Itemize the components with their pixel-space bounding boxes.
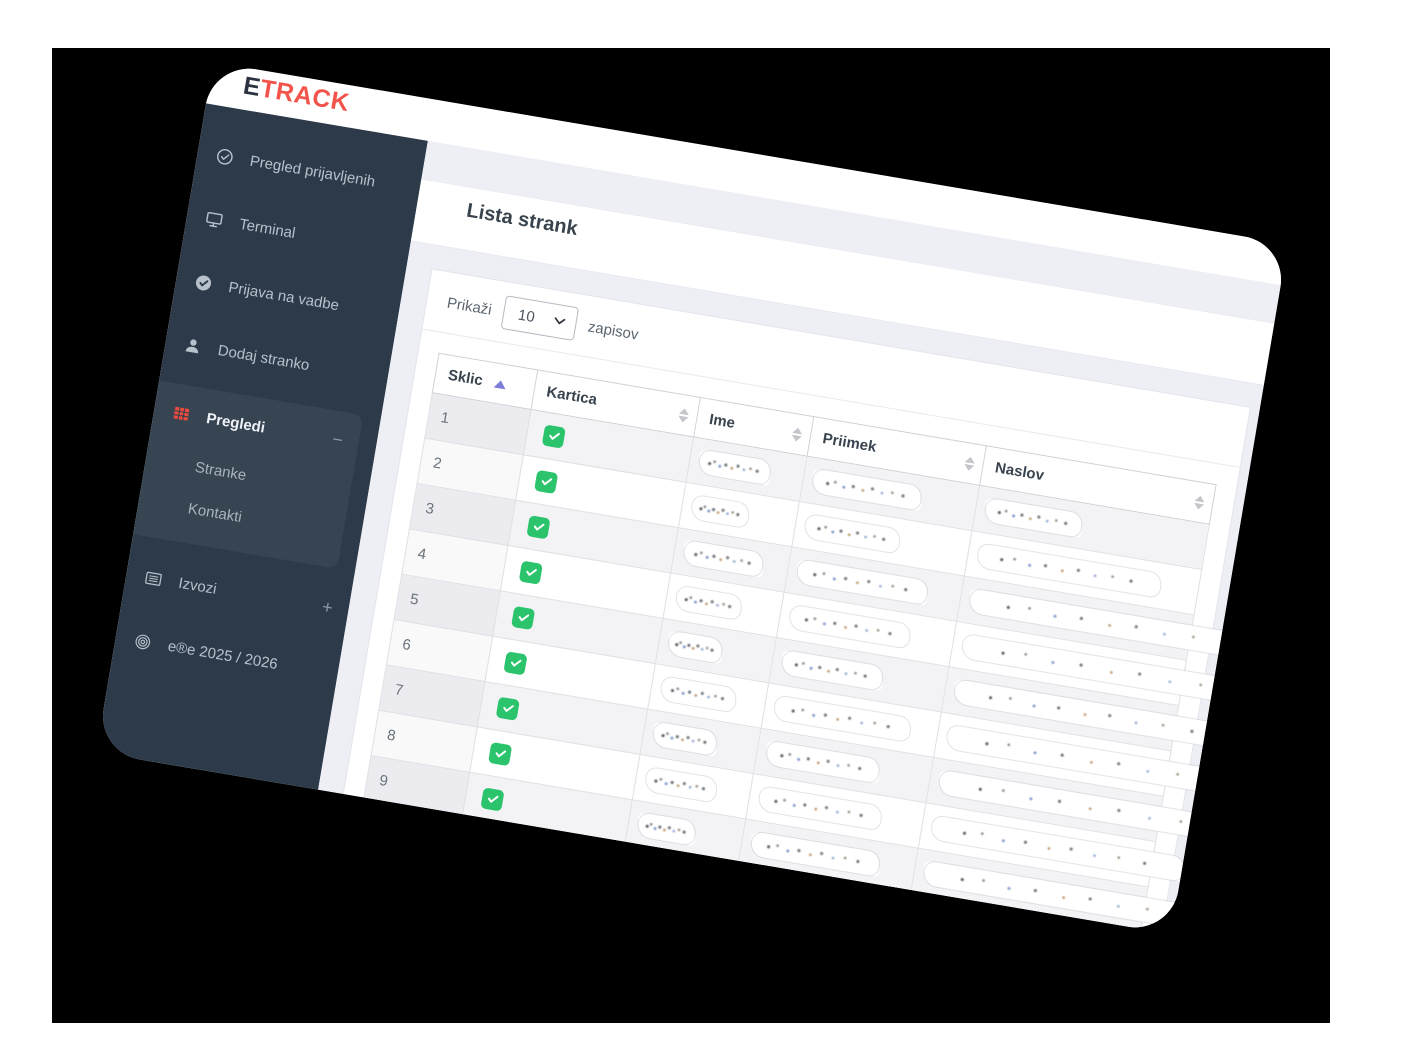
select-value: 10 bbox=[516, 306, 537, 326]
kartica-cell bbox=[492, 590, 664, 664]
bullseye-icon bbox=[132, 630, 154, 652]
sidebar: Pregled prijavljenih Terminal Prijava na… bbox=[96, 103, 428, 790]
user-icon bbox=[182, 335, 204, 357]
length-control: Prikaži 10 zapisov bbox=[422, 269, 1250, 468]
anonymized-text bbox=[654, 724, 715, 753]
sort-both-icon bbox=[963, 455, 976, 472]
table-row[interactable]: 9 bbox=[363, 755, 1225, 933]
kartica-checkbox[interactable] bbox=[534, 469, 559, 494]
kartica-cell bbox=[515, 454, 687, 528]
sidebar-item-dodaj-stranko[interactable]: Dodaj stranko bbox=[160, 309, 393, 410]
sidebar-item-pregled-prijavljenih[interactable]: Pregled prijavljenih bbox=[192, 120, 425, 221]
anonymized-text bbox=[639, 815, 694, 843]
sidebar-item-label: Prijava na vadbe bbox=[227, 278, 341, 314]
anonymized-text bbox=[986, 500, 1081, 535]
expand-plus-icon[interactable]: + bbox=[320, 596, 335, 618]
list-box-icon bbox=[143, 567, 165, 589]
kartica-checkbox[interactable] bbox=[503, 651, 528, 676]
collapse-minus-icon[interactable]: − bbox=[330, 428, 345, 451]
sidebar-item-label: Izvozi bbox=[177, 574, 218, 598]
column-label: Ime bbox=[707, 410, 737, 432]
check-circle-outline-icon bbox=[214, 145, 236, 167]
sidebar-item-izvozi[interactable]: Izvozi + bbox=[121, 542, 354, 643]
column-label: Naslov bbox=[993, 459, 1046, 485]
chevron-down-icon bbox=[553, 316, 566, 326]
kartica-checkbox[interactable] bbox=[518, 560, 543, 585]
sort-asc-icon bbox=[493, 379, 507, 390]
kartica-cell bbox=[500, 545, 671, 619]
sidebar-subitem-label: Stranke bbox=[193, 458, 248, 484]
anonymized-text bbox=[677, 588, 740, 618]
sidebar-item-label: Pregledi bbox=[205, 409, 267, 437]
sidebar-item-label: Terminal bbox=[237, 215, 297, 242]
sidebar-item-label: Pregled prijavljenih bbox=[248, 152, 377, 191]
anonymized-text bbox=[700, 452, 769, 483]
column-label: Sklic bbox=[446, 366, 485, 390]
kartica-checkbox[interactable] bbox=[541, 424, 566, 449]
column-label: Priimek bbox=[821, 430, 878, 456]
anonymized-text bbox=[760, 788, 880, 828]
table-row[interactable]: 2 bbox=[417, 438, 1202, 615]
sidebar-item-pregledi[interactable]: Pregledi − bbox=[149, 380, 363, 472]
anonymized-text bbox=[814, 471, 920, 508]
table-row[interactable]: 1 bbox=[424, 392, 1210, 570]
table-row[interactable]: 5 bbox=[394, 574, 1236, 751]
anonymized-text bbox=[646, 769, 716, 800]
table-row[interactable]: 8 bbox=[371, 710, 1183, 887]
sidebar-item-label: Dodaj stranko bbox=[216, 341, 311, 374]
column-label: Kartica bbox=[545, 383, 599, 409]
kartica-cell bbox=[461, 772, 633, 846]
sidebar-item-label: e®e 2025 / 2026 bbox=[166, 637, 280, 673]
page-length-select[interactable]: 10 bbox=[500, 295, 580, 342]
sort-both-icon bbox=[791, 426, 804, 442]
anonymized-text bbox=[775, 698, 909, 740]
sort-both-icon bbox=[1193, 494, 1206, 510]
kartica-checkbox[interactable] bbox=[526, 514, 551, 540]
table-row[interactable]: 6 bbox=[386, 619, 1258, 798]
monitor-icon bbox=[203, 208, 225, 230]
table-row[interactable]: 3 bbox=[409, 483, 1271, 661]
anonymized-text bbox=[790, 607, 909, 646]
anonymized-text bbox=[806, 516, 899, 551]
kartica-checkbox[interactable] bbox=[511, 605, 536, 630]
sidebar-item-prijava-na-vadbe[interactable]: Prijava na vadbe bbox=[171, 246, 404, 347]
kartica-cell bbox=[469, 726, 641, 800]
check-circle-icon bbox=[193, 272, 215, 294]
anonymized-text bbox=[662, 679, 735, 710]
sidebar-subitem-label: Kontakti bbox=[186, 499, 244, 526]
anonymized-text bbox=[669, 633, 721, 661]
anonymized-text bbox=[692, 497, 748, 526]
table-row[interactable]: 7 bbox=[378, 664, 1265, 846]
anonymized-text bbox=[767, 743, 878, 781]
app-window: ETRACK Pregled prijavljenih Terminal bbox=[96, 62, 1288, 934]
table-row[interactable]: 4 bbox=[401, 528, 1281, 709]
kartica-checkbox[interactable] bbox=[488, 741, 513, 766]
length-label-suffix: zapisov bbox=[586, 317, 640, 344]
anonymized-text bbox=[685, 543, 762, 575]
sidebar-item-terminal[interactable]: Terminal bbox=[182, 183, 415, 284]
kartica-checkbox[interactable] bbox=[495, 696, 520, 721]
table-grid-icon bbox=[170, 403, 192, 425]
kartica-checkbox[interactable] bbox=[480, 787, 505, 812]
anonymized-text bbox=[783, 652, 882, 688]
sidebar-group-pregledi: Pregledi − Stranke Kontakti bbox=[133, 380, 364, 569]
anonymized-text bbox=[798, 562, 927, 602]
kartica-cell bbox=[484, 636, 656, 710]
kartica-cell bbox=[508, 500, 679, 573]
length-label-prefix: Prikaži bbox=[445, 294, 493, 319]
sidebar-item-season[interactable]: e®e 2025 / 2026 bbox=[110, 605, 343, 706]
kartica-cell bbox=[477, 681, 648, 755]
sort-both-icon bbox=[677, 407, 690, 423]
kartica-cell bbox=[523, 409, 694, 483]
